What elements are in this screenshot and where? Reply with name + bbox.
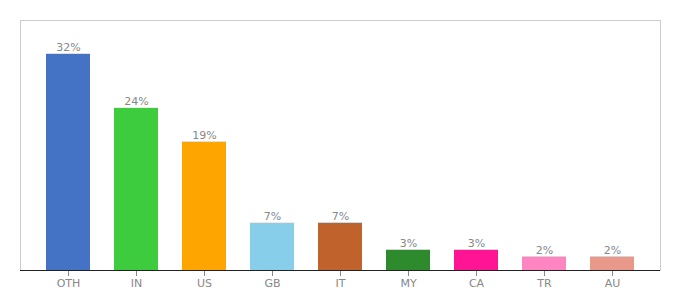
svg-text:32%: 32%: [56, 41, 80, 54]
svg-text:3%: 3%: [400, 237, 417, 250]
svg-text:TR: TR: [536, 277, 552, 290]
svg-text:MY: MY: [400, 277, 416, 290]
svg-text:24%: 24%: [124, 95, 148, 108]
svg-text:7%: 7%: [264, 210, 281, 223]
svg-text:2%: 2%: [536, 244, 553, 257]
svg-text:OTH: OTH: [57, 277, 81, 290]
svg-text:IN: IN: [131, 277, 142, 290]
svg-text:IT: IT: [336, 277, 346, 290]
svg-text:19%: 19%: [192, 129, 216, 142]
svg-text:GB: GB: [264, 277, 280, 290]
svg-text:3%: 3%: [468, 237, 485, 250]
svg-text:AU: AU: [605, 277, 621, 290]
svg-text:7%: 7%: [332, 210, 349, 223]
svg-text:US: US: [197, 277, 212, 290]
svg-text:CA: CA: [469, 277, 485, 290]
svg-text:2%: 2%: [604, 244, 621, 257]
